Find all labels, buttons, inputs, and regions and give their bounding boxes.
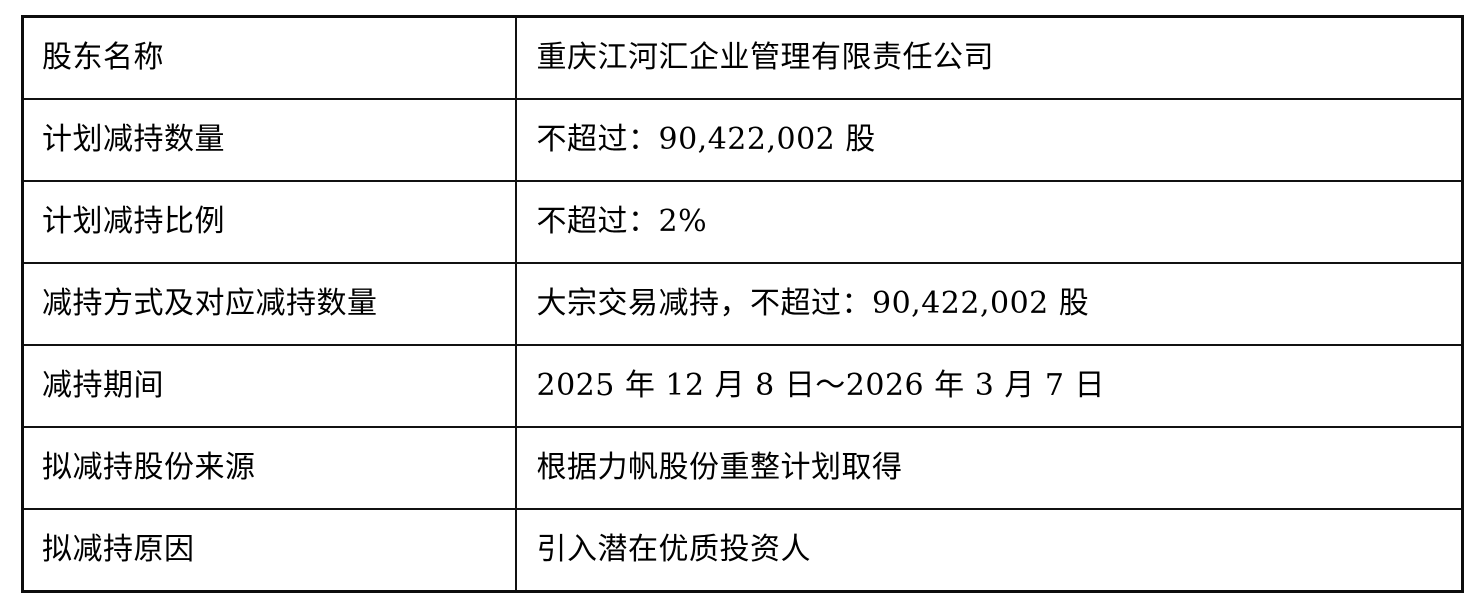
row-value-shareholder-name: 重庆江河汇企业管理有限责任公司 bbox=[514, 15, 1464, 100]
row-value-planned-reduction-quantity: 不超过：90,422,002 股 bbox=[514, 98, 1464, 182]
table-row: 拟减持原因 引入潜在优质投资人 bbox=[21, 508, 1464, 593]
shareholder-reduction-plan-table: 股东名称 重庆江河汇企业管理有限责任公司 计划减持数量 不超过：90,422,0… bbox=[21, 15, 1464, 593]
table-body: 股东名称 重庆江河汇企业管理有限责任公司 计划减持数量 不超过：90,422,0… bbox=[21, 15, 1464, 593]
row-label-reduction-reason: 拟减持原因 bbox=[21, 508, 517, 593]
row-value-reduction-reason: 引入潜在优质投资人 bbox=[514, 508, 1464, 593]
row-label-planned-reduction-ratio: 计划减持比例 bbox=[21, 180, 517, 264]
row-label-planned-reduction-quantity: 计划减持数量 bbox=[21, 98, 517, 182]
row-value-reduction-method: 大宗交易减持，不超过：90,422,002 股 bbox=[514, 262, 1464, 346]
row-value-planned-reduction-ratio: 不超过：2% bbox=[514, 180, 1464, 264]
table-row: 计划减持数量 不超过：90,422,002 股 bbox=[21, 98, 1464, 182]
row-label-reduction-period: 减持期间 bbox=[21, 344, 517, 428]
table-row: 拟减持股份来源 根据力帆股份重整计划取得 bbox=[21, 426, 1464, 510]
row-value-share-source: 根据力帆股份重整计划取得 bbox=[514, 426, 1464, 510]
row-value-reduction-period: 2025 年 12 月 8 日～2026 年 3 月 7 日 bbox=[514, 344, 1464, 428]
table-row: 减持方式及对应减持数量 大宗交易减持，不超过：90,422,002 股 bbox=[21, 262, 1464, 346]
row-label-shareholder-name: 股东名称 bbox=[21, 15, 517, 100]
table-row: 减持期间 2025 年 12 月 8 日～2026 年 3 月 7 日 bbox=[21, 344, 1464, 428]
table-row: 股东名称 重庆江河汇企业管理有限责任公司 bbox=[21, 15, 1464, 100]
row-label-share-source: 拟减持股份来源 bbox=[21, 426, 517, 510]
row-label-reduction-method: 减持方式及对应减持数量 bbox=[21, 262, 517, 346]
table-row: 计划减持比例 不超过：2% bbox=[21, 180, 1464, 264]
